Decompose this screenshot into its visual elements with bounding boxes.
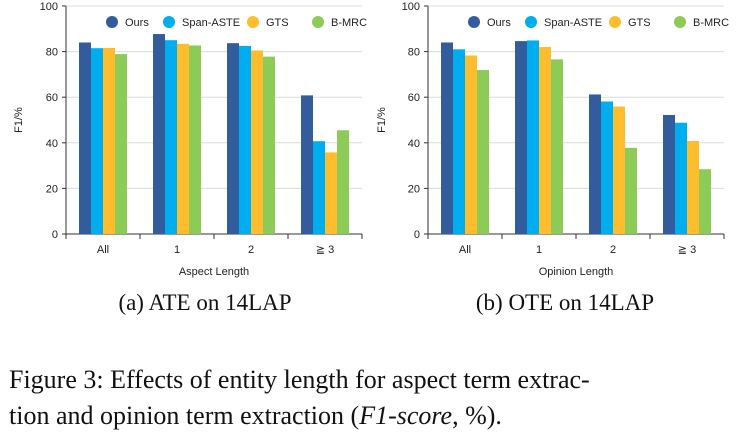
bar-ours <box>663 114 675 234</box>
legend-marker-span-aste <box>525 16 537 28</box>
bar-b-mrc <box>551 59 563 234</box>
legend-label: B-MRC <box>331 17 367 29</box>
bar-ours <box>79 42 91 235</box>
y-tick-label: 60 <box>46 92 58 104</box>
legend-marker-b-mrc <box>674 16 686 28</box>
y-tick-label: 40 <box>46 138 58 150</box>
figure-caption-line2-pre: tion and opinion term extraction ( <box>9 401 360 430</box>
y-tick-label: 0 <box>414 229 420 241</box>
y-tick-label: 40 <box>408 138 420 150</box>
x-tick-label: 1 <box>174 244 180 256</box>
bar-b-mrc <box>263 56 275 235</box>
bar-b-mrc <box>189 45 201 234</box>
bar-gts <box>251 50 263 235</box>
subcaption-b: (b) OTE on 14LAP <box>475 290 655 315</box>
legend-marker-gts <box>247 16 259 28</box>
bar-gts <box>539 47 551 234</box>
bar-ours <box>301 95 313 234</box>
y-tick-label: 20 <box>408 183 420 195</box>
bar-ours <box>589 94 601 235</box>
figure-caption-line1: Figure 3: Effects of entity length for a… <box>9 365 590 394</box>
figure-caption-line2-post: , %). <box>452 401 502 430</box>
bar-b-mrc <box>477 70 489 235</box>
bar-gts <box>325 152 337 234</box>
y-tick-label: 80 <box>46 47 58 59</box>
bar-span-aste <box>313 141 325 234</box>
x-tick-label: ≧ 3 <box>316 244 334 256</box>
legend-label: B-MRC <box>693 17 729 29</box>
bar-gts <box>177 43 189 235</box>
legend-label: Span-ASTE <box>182 17 240 29</box>
bar-gts <box>613 106 625 234</box>
figure-caption-metric: F1-score <box>359 401 453 430</box>
y-tick-label: 80 <box>408 47 420 59</box>
y-tick-label: 100 <box>40 1 58 13</box>
legend-label: Ours <box>487 17 511 29</box>
subcaption-a: (a) ATE on 14LAP <box>118 290 292 315</box>
bar-span-aste <box>165 40 177 235</box>
figure-caption: Figure 3: Effects of entity length for a… <box>9 362 731 434</box>
bar-ours <box>441 42 453 235</box>
bar-ours <box>227 43 239 234</box>
bar-ours <box>153 34 165 234</box>
x-tick-label: All <box>459 244 471 256</box>
x-tick-label: All <box>97 244 109 256</box>
bar-span-aste <box>91 48 103 235</box>
x-tick-label: 2 <box>248 244 254 256</box>
bar-span-aste <box>675 122 687 234</box>
x-tick-label: 2 <box>610 244 616 256</box>
legend-label: Ours <box>125 17 149 29</box>
legend-label: GTS <box>266 17 289 29</box>
bar-b-mrc <box>115 54 127 234</box>
x-tick-label: 1 <box>536 244 542 256</box>
y-tick-label: 100 <box>402 1 420 13</box>
legend-marker-b-mrc <box>312 16 324 28</box>
bar-span-aste <box>453 49 465 234</box>
x-tick-label: ≧ 3 <box>678 244 696 256</box>
legend-label: Span-ASTE <box>544 17 602 29</box>
y-tick-label: 0 <box>52 229 58 241</box>
bar-span-aste <box>601 101 613 234</box>
x-axis-title: Aspect Length <box>179 266 249 278</box>
y-axis-title: F1/% <box>13 107 25 133</box>
legend-marker-ours <box>106 16 118 28</box>
legend-label: GTS <box>628 17 651 29</box>
bar-b-mrc <box>625 147 637 234</box>
y-tick-label: 20 <box>46 183 58 195</box>
bar-gts <box>103 47 115 235</box>
bar-gts <box>465 55 477 235</box>
legend-marker-span-aste <box>163 16 175 28</box>
x-axis-title: Opinion Length <box>539 266 614 278</box>
legend-marker-ours <box>468 16 480 28</box>
y-tick-label: 60 <box>408 92 420 104</box>
bar-b-mrc <box>337 130 349 234</box>
y-axis-title: F1/% <box>376 107 388 133</box>
bar-span-aste <box>527 40 539 234</box>
bar-span-aste <box>239 45 251 235</box>
legend-marker-gts <box>609 16 621 28</box>
bar-b-mrc <box>699 169 711 234</box>
bar-gts <box>687 140 699 234</box>
bar-ours <box>515 41 527 234</box>
